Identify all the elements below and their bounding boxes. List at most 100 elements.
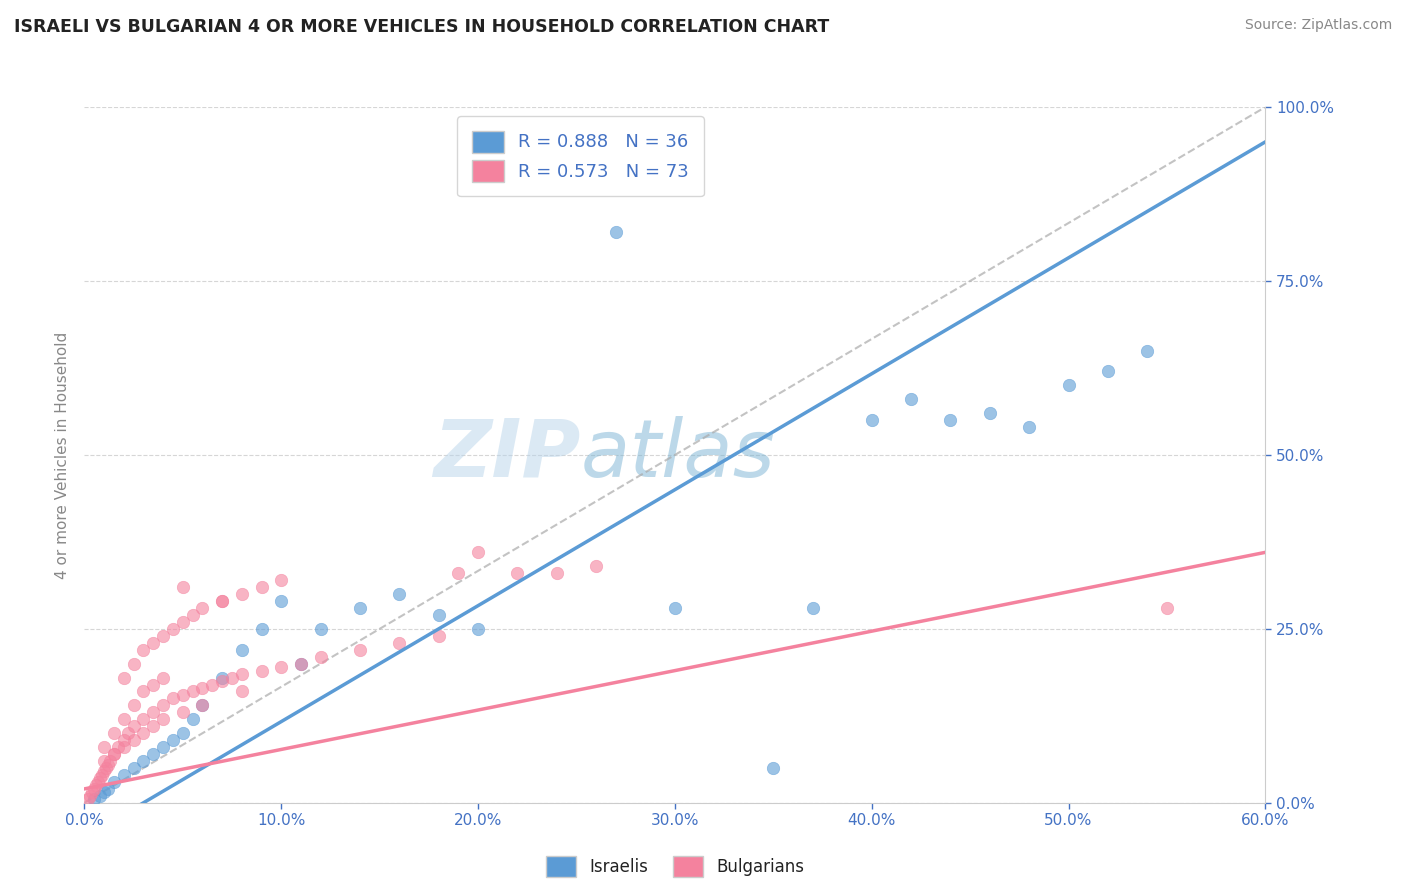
Point xyxy=(132,712,155,726)
Point xyxy=(939,413,962,427)
Point xyxy=(84,778,107,792)
Point xyxy=(427,629,450,643)
Point xyxy=(122,657,145,671)
Point xyxy=(79,789,101,803)
Point xyxy=(900,392,922,407)
Point xyxy=(93,754,115,768)
Point xyxy=(309,622,332,636)
Point xyxy=(1136,343,1159,358)
Point xyxy=(191,681,214,695)
Point xyxy=(152,740,174,755)
Point xyxy=(546,566,568,581)
Point xyxy=(191,698,214,713)
Point xyxy=(801,601,824,615)
Point xyxy=(142,636,165,650)
Point xyxy=(172,580,194,594)
Point xyxy=(93,785,115,799)
Point xyxy=(1156,601,1178,615)
Point xyxy=(250,664,273,678)
Point xyxy=(211,594,233,608)
Point xyxy=(97,757,120,772)
Point xyxy=(506,566,529,581)
Point xyxy=(132,684,155,698)
Point xyxy=(142,747,165,761)
Point xyxy=(89,789,111,803)
Point xyxy=(250,622,273,636)
Point xyxy=(89,772,111,786)
Point xyxy=(112,712,135,726)
Point xyxy=(132,754,155,768)
Point xyxy=(112,768,135,782)
Point xyxy=(221,671,243,685)
Point xyxy=(211,674,233,689)
Point xyxy=(77,792,100,806)
Point xyxy=(112,733,135,747)
Point xyxy=(270,594,292,608)
Point xyxy=(388,587,411,601)
Point xyxy=(82,785,104,799)
Point xyxy=(231,587,253,601)
Point xyxy=(664,601,686,615)
Point xyxy=(103,775,125,789)
Point xyxy=(152,698,174,713)
Point xyxy=(309,649,332,664)
Point xyxy=(98,754,121,768)
Point xyxy=(152,712,174,726)
Point xyxy=(427,607,450,622)
Point xyxy=(172,688,194,702)
Point xyxy=(83,792,105,806)
Point xyxy=(83,781,105,796)
Point xyxy=(93,764,115,779)
Legend: Israelis, Bulgarians: Israelis, Bulgarians xyxy=(537,848,813,885)
Point xyxy=(1018,420,1040,434)
Text: Source: ZipAtlas.com: Source: ZipAtlas.com xyxy=(1244,18,1392,32)
Point xyxy=(270,573,292,587)
Point xyxy=(97,781,120,796)
Text: ISRAELI VS BULGARIAN 4 OR MORE VEHICLES IN HOUSEHOLD CORRELATION CHART: ISRAELI VS BULGARIAN 4 OR MORE VEHICLES … xyxy=(14,18,830,36)
Point xyxy=(112,740,135,755)
Point xyxy=(1057,378,1080,392)
Point xyxy=(172,615,194,629)
Point xyxy=(349,642,371,657)
Point xyxy=(1097,364,1119,378)
Point xyxy=(211,594,233,608)
Point xyxy=(290,657,312,671)
Point xyxy=(388,636,411,650)
Point xyxy=(162,733,184,747)
Point xyxy=(122,733,145,747)
Point xyxy=(191,698,214,713)
Y-axis label: 4 or more Vehicles in Household: 4 or more Vehicles in Household xyxy=(55,331,70,579)
Text: ZIP: ZIP xyxy=(433,416,581,494)
Point xyxy=(231,684,253,698)
Point xyxy=(122,761,145,775)
Point xyxy=(122,698,145,713)
Point xyxy=(94,761,117,775)
Point xyxy=(467,622,489,636)
Point xyxy=(231,667,253,681)
Point xyxy=(103,747,125,761)
Point xyxy=(181,712,204,726)
Point xyxy=(270,660,292,674)
Point xyxy=(231,642,253,657)
Point xyxy=(172,706,194,720)
Point xyxy=(447,566,470,581)
Point xyxy=(467,545,489,559)
Point xyxy=(152,629,174,643)
Point xyxy=(349,601,371,615)
Point xyxy=(191,601,214,615)
Point xyxy=(142,706,165,720)
Point xyxy=(103,726,125,740)
Point xyxy=(979,406,1001,420)
Point xyxy=(122,719,145,733)
Point xyxy=(605,225,627,239)
Point xyxy=(142,719,165,733)
Point xyxy=(107,740,129,755)
Point xyxy=(103,747,125,761)
Point xyxy=(152,671,174,685)
Point xyxy=(860,413,883,427)
Point xyxy=(762,761,785,775)
Point xyxy=(585,559,607,574)
Point xyxy=(87,775,110,789)
Point xyxy=(132,726,155,740)
Point xyxy=(211,671,233,685)
